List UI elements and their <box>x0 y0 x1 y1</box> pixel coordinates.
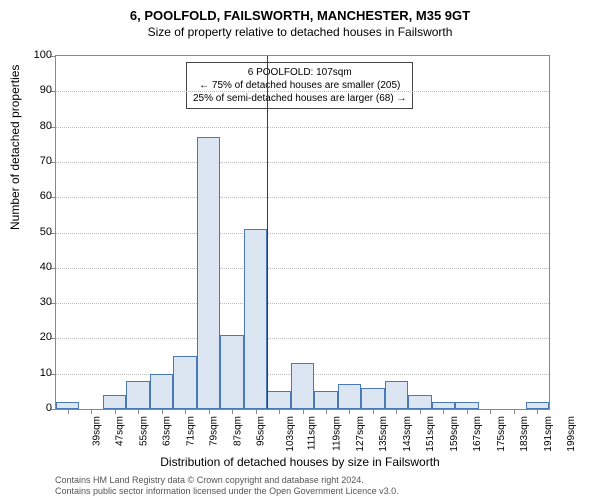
x-tick-label: 79sqm <box>209 416 220 446</box>
x-tick <box>326 409 327 414</box>
x-tick <box>256 409 257 414</box>
histogram-bar <box>361 388 384 409</box>
histogram-bar <box>291 363 314 409</box>
x-tick-label: 47sqm <box>115 416 126 446</box>
histogram-bar <box>126 381 149 409</box>
x-tick-label: 71sqm <box>185 416 196 446</box>
x-tick-label: 55sqm <box>138 416 149 446</box>
annotation-line-2: ← 75% of detached houses are smaller (20… <box>193 79 406 92</box>
gridline-horizontal <box>56 303 549 304</box>
y-tick-label: 80 <box>22 120 52 132</box>
histogram-bar <box>220 335 243 409</box>
y-tick-label: 60 <box>22 190 52 202</box>
footer-line-1: Contains HM Land Registry data © Crown c… <box>55 475 399 486</box>
histogram-bar <box>244 229 267 409</box>
x-tick-label: 111sqm <box>307 416 318 450</box>
gridline-horizontal <box>56 162 549 163</box>
x-tick-label: 151sqm <box>425 416 436 452</box>
page-title: 6, POOLFOLD, FAILSWORTH, MANCHESTER, M35… <box>0 0 600 23</box>
page-subtitle: Size of property relative to detached ho… <box>0 23 600 39</box>
histogram-bar <box>56 402 79 409</box>
x-axis-label: Distribution of detached houses by size … <box>0 455 600 469</box>
histogram-bar <box>408 395 431 409</box>
x-tick-label: 39sqm <box>91 416 102 446</box>
x-tick-label: 135sqm <box>379 416 390 452</box>
x-tick <box>490 409 491 414</box>
gridline-horizontal <box>56 268 549 269</box>
annotation-line-3: 25% of semi-detached houses are larger (… <box>193 92 406 105</box>
x-tick-label: 199sqm <box>566 416 577 452</box>
x-tick-label: 167sqm <box>472 416 483 452</box>
x-tick <box>68 409 69 414</box>
y-tick-label: 100 <box>22 49 52 61</box>
histogram-bar <box>432 402 455 409</box>
x-tick-label: 87sqm <box>232 416 243 446</box>
reference-line <box>267 56 268 409</box>
x-tick <box>396 409 397 414</box>
x-tick <box>467 409 468 414</box>
x-tick <box>537 409 538 414</box>
x-tick <box>115 409 116 414</box>
histogram-bar <box>267 391 290 409</box>
x-tick <box>209 409 210 414</box>
histogram-bar <box>455 402 478 409</box>
gridline-horizontal <box>56 127 549 128</box>
gridline-horizontal <box>56 91 549 92</box>
y-tick-label: 90 <box>22 84 52 96</box>
x-tick-label: 191sqm <box>543 416 554 452</box>
histogram-bar <box>103 395 126 409</box>
x-tick-label: 63sqm <box>162 416 173 446</box>
histogram-bar <box>173 356 196 409</box>
x-tick <box>349 409 350 414</box>
x-tick-label: 175sqm <box>496 416 507 452</box>
x-tick <box>232 409 233 414</box>
gridline-horizontal <box>56 233 549 234</box>
x-tick-label: 119sqm <box>331 416 342 451</box>
x-tick-label: 127sqm <box>355 416 366 452</box>
y-axis-label: Number of detached properties <box>8 65 22 230</box>
footer-line-2: Contains public sector information licen… <box>55 486 399 497</box>
x-tick-label: 159sqm <box>449 416 460 452</box>
annotation-line-1: 6 POOLFOLD: 107sqm <box>193 66 406 79</box>
gridline-horizontal <box>56 197 549 198</box>
x-tick-label: 95sqm <box>256 416 267 446</box>
annotation-box: 6 POOLFOLD: 107sqm ← 75% of detached hou… <box>186 62 413 109</box>
x-tick-label: 143sqm <box>402 416 413 452</box>
x-tick <box>185 409 186 414</box>
histogram-bar <box>526 402 549 409</box>
y-tick-label: 70 <box>22 155 52 167</box>
y-tick-label: 50 <box>22 226 52 238</box>
x-tick <box>420 409 421 414</box>
x-tick <box>279 409 280 414</box>
y-tick-label: 40 <box>22 261 52 273</box>
histogram-bar <box>385 381 408 409</box>
x-tick <box>303 409 304 414</box>
x-tick <box>138 409 139 414</box>
y-tick-label: 0 <box>22 402 52 414</box>
x-tick <box>373 409 374 414</box>
histogram-bar <box>338 384 361 409</box>
y-tick-label: 10 <box>22 367 52 379</box>
y-tick-label: 30 <box>22 296 52 308</box>
y-tick-label: 20 <box>22 331 52 343</box>
x-tick <box>443 409 444 414</box>
footer-attribution: Contains HM Land Registry data © Crown c… <box>55 475 399 497</box>
x-tick-label: 103sqm <box>285 416 296 452</box>
gridline-horizontal <box>56 338 549 339</box>
histogram-bar <box>150 374 173 409</box>
x-tick <box>91 409 92 414</box>
chart-plot-area: 6 POOLFOLD: 107sqm ← 75% of detached hou… <box>55 55 550 410</box>
x-tick <box>162 409 163 414</box>
histogram-bar <box>197 137 220 409</box>
x-tick-label: 183sqm <box>519 416 530 452</box>
x-tick <box>514 409 515 414</box>
histogram-bar <box>314 391 337 409</box>
